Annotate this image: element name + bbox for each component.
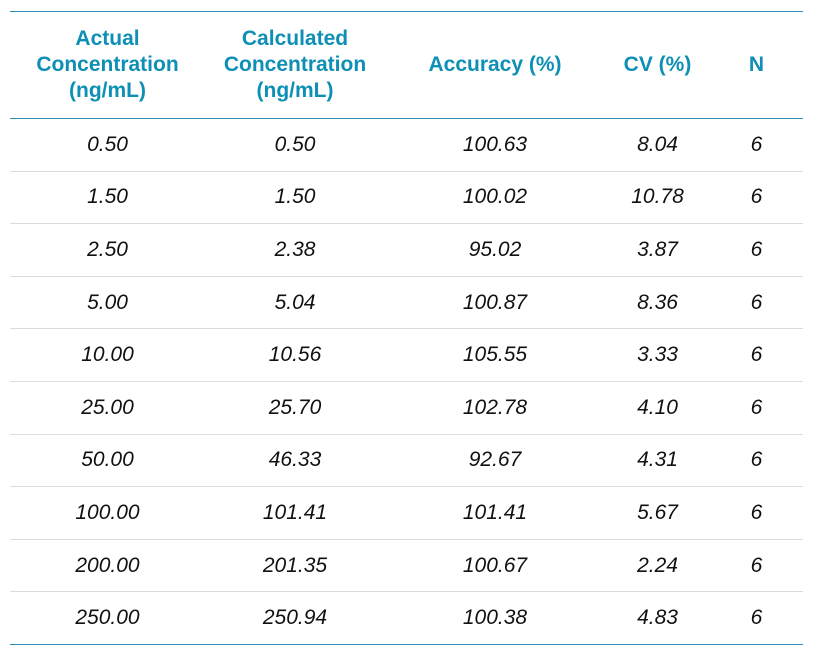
- table-row: 200.00 201.35 100.67 2.24 6: [10, 539, 803, 592]
- concentration-accuracy-table: Actual Concentration (ng/mL) Calculated …: [10, 11, 803, 645]
- n-cell: 6: [750, 606, 763, 630]
- header-accuracy: Accuracy (%): [428, 53, 562, 76]
- n-cell: 6: [750, 500, 763, 524]
- table-row: 100.00 101.41 101.41 5.67 6: [10, 487, 803, 540]
- data-table-container: Actual Concentration (ng/mL) Calculated …: [10, 11, 803, 645]
- cv-cell: 4.10: [637, 395, 678, 419]
- actual-concentration-cell: 50.00: [81, 448, 134, 472]
- table-row: 50.00 46.33 92.67 4.31 6: [10, 434, 803, 487]
- accuracy-cell: 101.41: [462, 500, 528, 524]
- cv-cell: 10.78: [631, 185, 684, 209]
- n-cell: 6: [750, 343, 763, 367]
- header-actual-concentration: Actual Concentration (ng/mL): [36, 27, 179, 102]
- cv-cell: 2.24: [637, 553, 678, 577]
- table-header: Actual Concentration (ng/mL) Calculated …: [10, 11, 803, 119]
- cv-cell: 4.31: [637, 448, 678, 472]
- cv-cell: 8.04: [637, 132, 678, 156]
- calculated-concentration-cell: 201.35: [262, 553, 328, 577]
- actual-concentration-cell: 0.50: [87, 132, 128, 156]
- actual-concentration-cell: 250.00: [75, 606, 140, 630]
- table-row: 25.00 25.70 102.78 4.10 6: [10, 381, 803, 435]
- n-cell: 6: [750, 185, 763, 209]
- calculated-concentration-cell: 2.38: [274, 237, 316, 261]
- cv-cell: 3.87: [637, 237, 678, 261]
- table-row: 0.50 0.50 100.63 8.04 6: [10, 119, 803, 172]
- calculated-concentration-cell: 101.41: [262, 500, 328, 524]
- accuracy-cell: 100.38: [462, 606, 528, 630]
- n-cell: 6: [750, 237, 763, 261]
- table-row: 10.00 10.56 105.55 3.33 6: [10, 329, 803, 382]
- cv-cell: 8.36: [637, 290, 678, 314]
- calculated-concentration-cell: 46.33: [268, 448, 322, 472]
- header-row: Actual Concentration (ng/mL) Calculated …: [10, 11, 803, 119]
- header-n: N: [748, 53, 765, 76]
- n-cell: 6: [750, 448, 763, 472]
- table-row: 250.00 250.94 100.38 4.83 6: [10, 592, 803, 645]
- actual-concentration-cell: 25.00: [81, 395, 134, 419]
- accuracy-cell: 95.02: [468, 237, 522, 261]
- accuracy-cell: 105.55: [462, 343, 528, 367]
- accuracy-cell: 100.02: [462, 185, 528, 209]
- actual-concentration-cell: 5.00: [87, 290, 128, 314]
- actual-concentration-cell: 1.50: [87, 185, 128, 209]
- cv-cell: 3.33: [637, 343, 678, 367]
- calculated-concentration-cell: 250.94: [262, 606, 328, 630]
- header-cv: CV (%): [623, 53, 692, 76]
- calculated-concentration-cell: 25.70: [268, 395, 322, 419]
- n-cell: 6: [750, 553, 763, 577]
- n-cell: 6: [750, 395, 763, 419]
- cv-cell: 4.83: [637, 606, 678, 630]
- accuracy-cell: 100.67: [462, 553, 528, 577]
- calculated-concentration-cell: 1.50: [274, 185, 316, 209]
- table-row: 5.00 5.04 100.87 8.36 6: [10, 276, 803, 329]
- accuracy-cell: 102.78: [462, 395, 528, 419]
- accuracy-cell: 100.87: [462, 290, 528, 314]
- calculated-concentration-cell: 5.04: [274, 290, 316, 314]
- actual-concentration-cell: 100.00: [75, 500, 140, 524]
- actual-concentration-cell: 2.50: [87, 237, 128, 261]
- accuracy-cell: 92.67: [468, 448, 522, 472]
- calculated-concentration-cell: 0.50: [274, 132, 316, 156]
- table-body: 0.50 0.50 100.63 8.04 6 1.50 1.50 100.02 10.78 6 2…: [10, 119, 803, 645]
- actual-concentration-cell: 200.00: [75, 553, 140, 577]
- n-cell: 6: [750, 290, 763, 314]
- accuracy-cell: 100.63: [462, 132, 528, 156]
- calculated-concentration-cell: 10.56: [268, 343, 322, 367]
- header-calculated-concentration: Calculated Concentration (ng/mL): [223, 27, 367, 102]
- actual-concentration-cell: 10.00: [81, 343, 134, 367]
- cv-cell: 5.67: [637, 500, 678, 524]
- table-row: 1.50 1.50 100.02 10.78 6: [10, 171, 803, 224]
- table-row: 2.50 2.38 95.02 3.87 6: [10, 224, 803, 277]
- n-cell: 6: [750, 132, 763, 156]
